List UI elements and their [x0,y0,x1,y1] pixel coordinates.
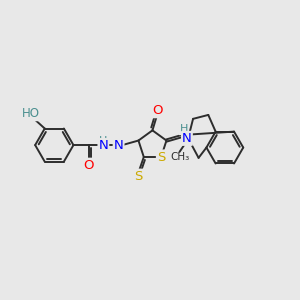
Text: CH₃: CH₃ [170,152,189,162]
Text: S: S [157,151,165,164]
Text: O: O [83,159,94,172]
Text: N: N [182,132,192,145]
Text: O: O [152,104,163,117]
Text: HO: HO [22,107,40,120]
Text: H: H [179,124,188,134]
Text: N: N [98,139,108,152]
Text: S: S [134,169,142,183]
Text: H: H [99,136,108,146]
Text: N: N [114,139,124,152]
